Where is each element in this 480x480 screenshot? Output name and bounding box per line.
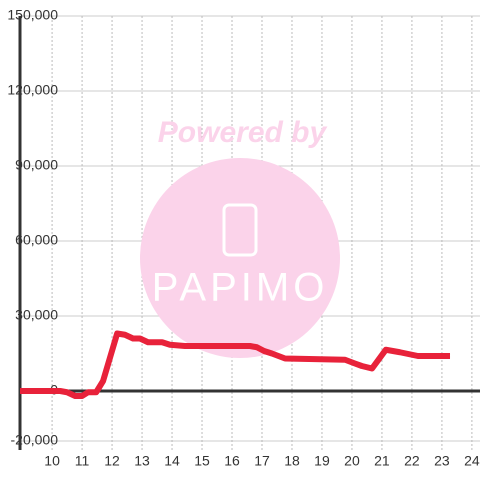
y-tick-label: 60,000 (15, 232, 58, 248)
x-tick-label: 17 (254, 453, 270, 469)
x-tick-label: 22 (404, 453, 420, 469)
y-tick-label: 150,000 (7, 7, 58, 23)
x-tick-label: 13 (134, 453, 150, 469)
x-tick-label: 24 (464, 453, 480, 469)
watermark-icon (222, 203, 258, 257)
x-tick-label: 16 (224, 453, 240, 469)
watermark-brand: PAPIMO (152, 266, 329, 310)
x-tick-label: 15 (194, 453, 210, 469)
y-tick-label: 90,000 (15, 157, 58, 173)
y-tick-label: -20,000 (11, 432, 59, 448)
x-tick-label: 12 (104, 453, 120, 469)
x-tick-label: 19 (314, 453, 330, 469)
x-tick-label: 21 (374, 453, 390, 469)
data-line (20, 330, 451, 399)
x-tick-label: 11 (75, 453, 90, 469)
x-tick-label: 20 (344, 453, 360, 469)
watermark-text: Powered by (158, 116, 328, 149)
x-tick-label: 14 (164, 453, 180, 469)
y-tick-label: 30,000 (15, 307, 58, 323)
x-tick-label: 10 (44, 453, 60, 469)
watermark-circle (140, 158, 340, 358)
y-tick-label: 120,000 (7, 82, 58, 98)
watermark: Powered by PAPIMO (140, 116, 340, 358)
x-tick-label: 18 (284, 453, 300, 469)
axes: -20,000030,00060,00090,000120,000150,000… (7, 7, 480, 469)
x-tick-label: 23 (434, 453, 450, 469)
